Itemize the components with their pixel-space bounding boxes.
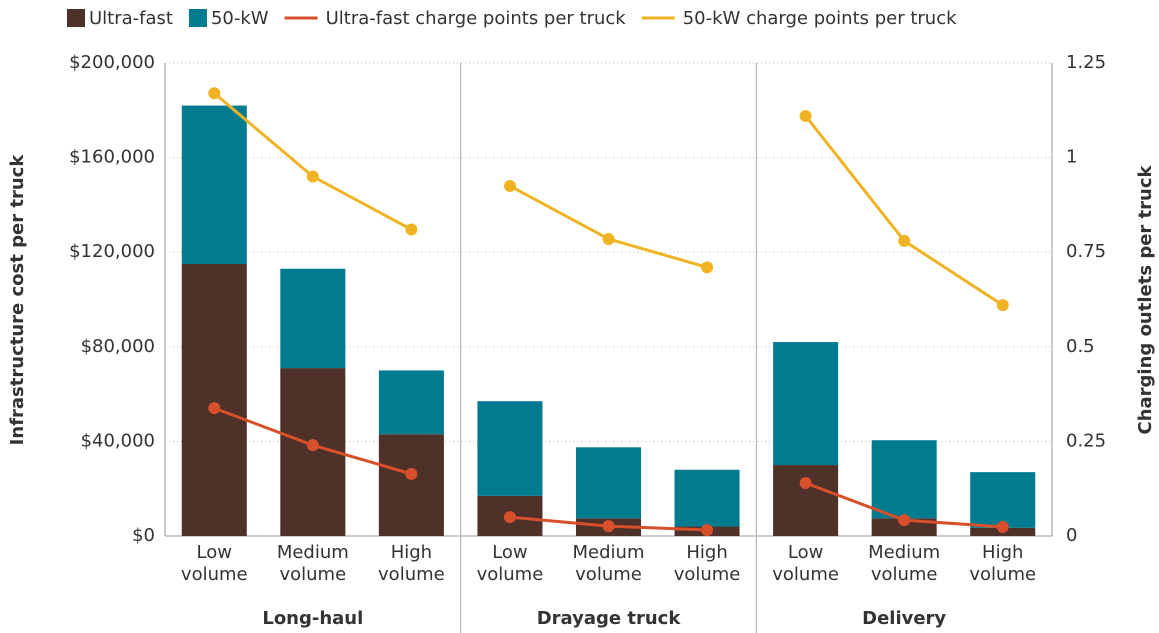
x-tick-label: High volume xyxy=(969,542,1037,585)
line-marker xyxy=(602,520,615,533)
x-tick-label: Medium volume xyxy=(868,542,941,585)
group-label: Drayage truck xyxy=(536,608,681,629)
line-marker xyxy=(503,511,516,524)
y-axis-label: Infrastructure cost per truck xyxy=(7,154,28,446)
x-tick-label: Low volume xyxy=(476,542,544,585)
line-marker xyxy=(306,439,319,452)
legend-swatch xyxy=(188,9,207,27)
y-tick-label: $120,000 xyxy=(69,241,155,262)
line-marker xyxy=(996,520,1009,533)
y2-tick-label: 0.25 xyxy=(1066,430,1106,451)
y-tick-label: $160,000 xyxy=(69,147,155,168)
bar xyxy=(181,105,247,265)
x-tick-label: High volume xyxy=(673,542,741,585)
bar xyxy=(378,370,444,435)
bar xyxy=(871,440,937,519)
line xyxy=(509,184,708,269)
line-marker xyxy=(405,467,418,480)
line-marker xyxy=(701,523,714,536)
line-marker xyxy=(208,402,221,415)
legend-label: Ultra-fast charge points per truck xyxy=(326,8,627,29)
bar xyxy=(970,472,1036,528)
line-marker xyxy=(898,514,911,527)
x-tick-label: Medium volume xyxy=(276,542,349,585)
line-marker xyxy=(306,170,319,183)
x-tick-label: Medium volume xyxy=(572,542,645,585)
legend-label: 50-kW xyxy=(211,8,269,29)
line-marker xyxy=(799,109,812,122)
bar xyxy=(773,342,839,466)
bar xyxy=(181,264,247,536)
line-marker xyxy=(503,179,516,192)
group-label: Long-haul xyxy=(262,608,364,629)
bar xyxy=(280,268,346,369)
line-marker xyxy=(208,87,221,100)
y2-tick-label: 0.75 xyxy=(1066,241,1106,262)
line-marker xyxy=(898,234,911,247)
y-tick-label: $0 xyxy=(132,525,155,546)
bar xyxy=(674,469,740,527)
legend-label: Ultra-fast xyxy=(89,8,173,29)
x-tick-label: Low volume xyxy=(772,542,839,585)
y-tick-label: $80,000 xyxy=(81,336,155,357)
y2-tick-label: 0.5 xyxy=(1066,336,1095,357)
bar xyxy=(378,434,444,536)
line-marker xyxy=(799,477,812,490)
y2-tick-label: 0 xyxy=(1066,525,1077,546)
line-marker xyxy=(602,232,615,245)
line-marker xyxy=(701,261,714,274)
bar xyxy=(773,465,839,536)
line xyxy=(804,115,1004,307)
y2-axis-label: Charging outlets per truck xyxy=(1135,164,1156,434)
legend-label: 50-kW charge points per truck xyxy=(683,8,957,29)
bar xyxy=(477,401,543,496)
x-tick-label: Low volume xyxy=(180,542,248,585)
bar xyxy=(575,447,642,519)
y-tick-label: $40,000 xyxy=(81,430,155,451)
line-marker xyxy=(996,299,1009,312)
x-tick-label: High volume xyxy=(378,542,445,585)
group-label: Delivery xyxy=(862,608,947,629)
legend-swatch xyxy=(67,9,85,27)
y-tick-label: $200,000 xyxy=(69,52,155,73)
line-marker xyxy=(405,223,418,236)
y2-tick-label: 1 xyxy=(1066,147,1077,168)
y2-tick-label: 1.25 xyxy=(1066,52,1106,73)
